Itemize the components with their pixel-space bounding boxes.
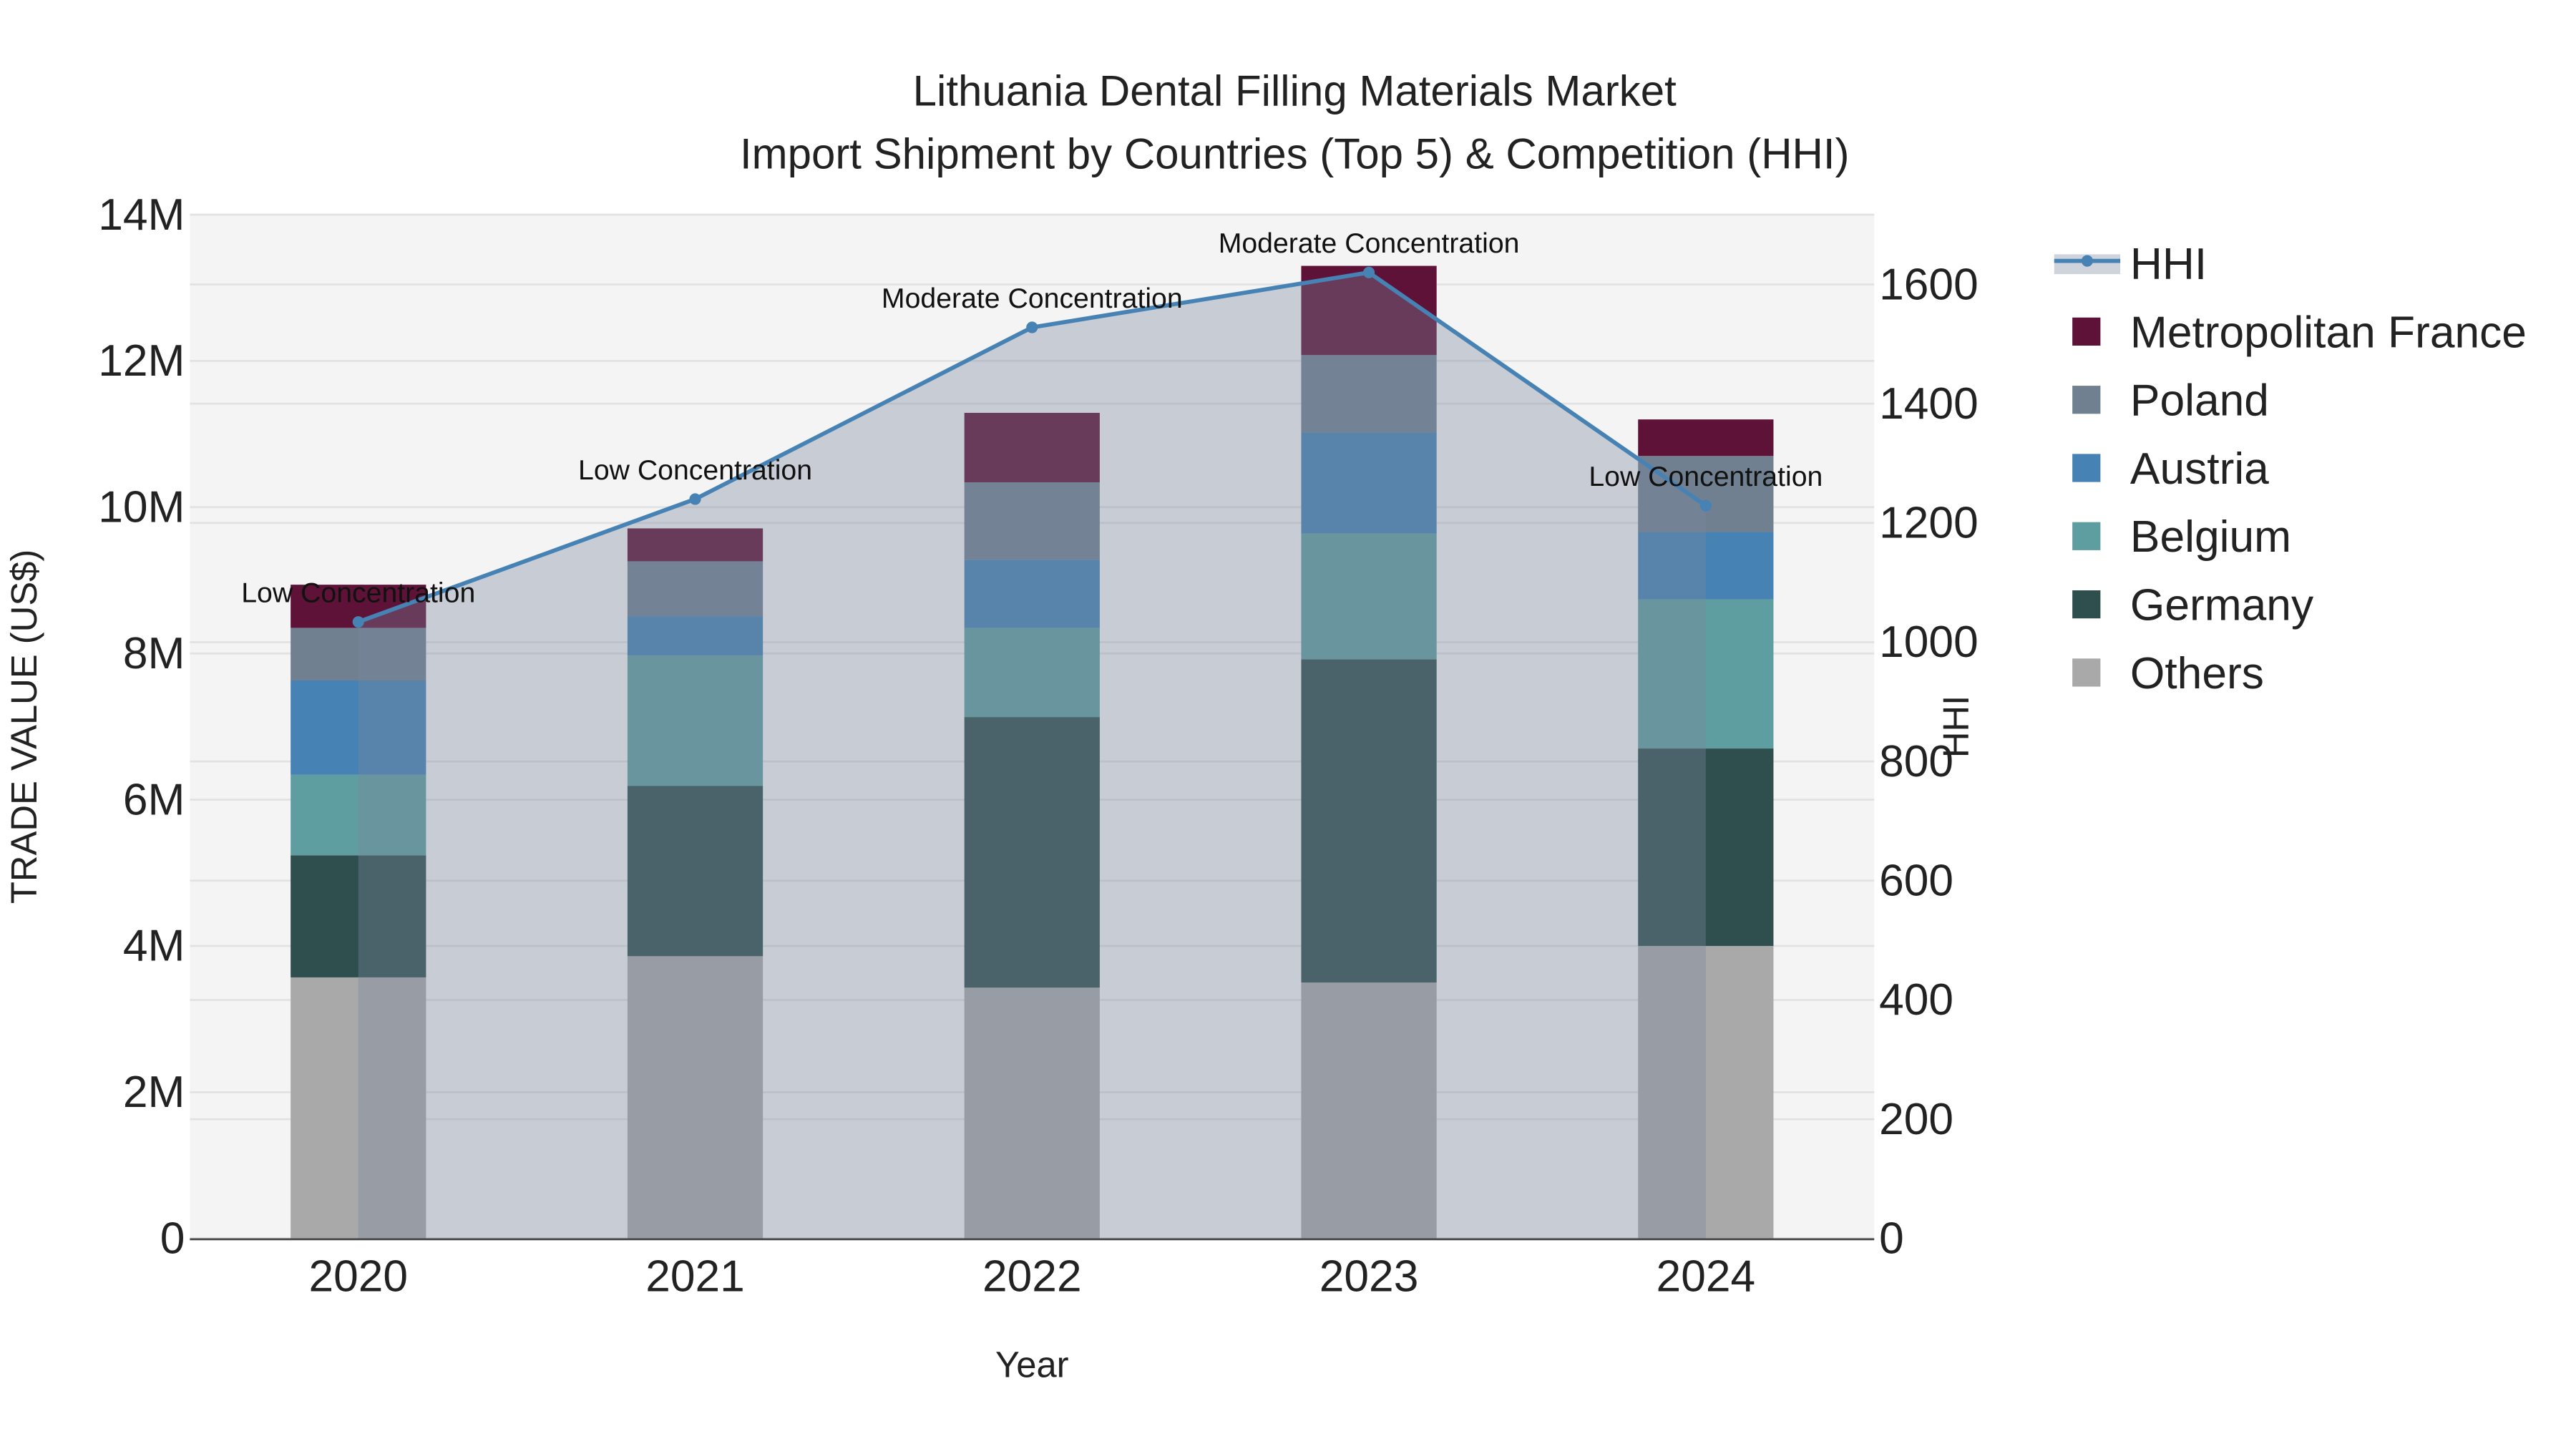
hhi-annotation: Low Concentration xyxy=(1589,461,1823,492)
bar-austria-2023 xyxy=(1301,432,1437,534)
bar-poland-2024 xyxy=(1638,456,1774,532)
bar-metropolitan-france-2022 xyxy=(964,412,1100,483)
y2-axis-label: HHI xyxy=(1936,696,1976,758)
bar-austria-2024 xyxy=(1638,532,1774,600)
bar-others-2024 xyxy=(1638,945,1774,1239)
y-tick-label: 4M xyxy=(123,922,185,971)
hhi-point-2023 xyxy=(1363,266,1375,278)
legend-swatch xyxy=(2072,454,2101,482)
legend-label: HHI xyxy=(2130,240,2207,289)
legend-swatch xyxy=(2072,590,2101,619)
legend-swatch xyxy=(2072,522,2101,550)
y2-tick-label: 1400 xyxy=(1879,379,1979,429)
y2-tick-label: 0 xyxy=(1879,1214,1904,1264)
y2-tick-label: 600 xyxy=(1879,857,1953,906)
legend-item-metropolitan-france[interactable]: Metropolitan France xyxy=(2072,308,2527,357)
bar-belgium-2021 xyxy=(627,655,763,786)
legend-swatch xyxy=(2072,658,2101,687)
legend-item-others[interactable]: Others xyxy=(2072,649,2264,698)
y-tick-label: 8M xyxy=(123,629,185,678)
y2-tick-label: 1600 xyxy=(1879,260,1979,309)
bar-others-2021 xyxy=(627,956,763,1239)
bar-belgium-2023 xyxy=(1301,533,1437,660)
x-tick-label: 2020 xyxy=(308,1252,408,1302)
hhi-point-2020 xyxy=(352,616,364,628)
bar-poland-2021 xyxy=(627,561,763,617)
hhi-annotation: Low Concentration xyxy=(578,454,812,486)
y-tick-label: 14M xyxy=(98,190,185,240)
bar-germany-2020 xyxy=(291,855,426,977)
legend-label: Germany xyxy=(2130,581,2314,630)
bar-others-2020 xyxy=(291,977,426,1239)
bar-austria-2020 xyxy=(291,680,426,775)
hhi-line: Low Concentration Low Concentration Modera… xyxy=(241,228,1823,628)
bar-austria-2022 xyxy=(964,560,1100,628)
chart-subtitle: Import Shipment by Countries (Top 5) & C… xyxy=(740,130,1850,177)
legend-label: Austria xyxy=(2130,444,2269,494)
bar-metropolitan-france-2021 xyxy=(627,528,763,562)
legend: HHI Metropolitan France Poland Austria Belgi… xyxy=(2054,240,2527,698)
bar-germany-2022 xyxy=(964,717,1100,988)
bar-poland-2023 xyxy=(1301,355,1437,433)
y2-tick-label: 1200 xyxy=(1879,499,1979,548)
y-axis-label: TRADE VALUE (US$) xyxy=(4,550,44,904)
axis-ticks: 0 2M 4M 6M 8M 10M 12M 14M 0 200 400 600 800 1000 1200 1… xyxy=(98,190,1978,1302)
bars xyxy=(291,265,1774,1239)
hhi-area xyxy=(358,272,1706,1239)
hhi-annotation: Moderate Concentration xyxy=(882,283,1183,314)
legend-label: Belgium xyxy=(2130,512,2291,562)
x-tick-label: 2022 xyxy=(982,1252,1082,1302)
bar-belgium-2024 xyxy=(1638,599,1774,749)
legend-swatch xyxy=(2072,317,2101,346)
bar-others-2023 xyxy=(1301,982,1437,1239)
x-tick-label: 2024 xyxy=(1657,1252,1756,1302)
y2-tick-label: 200 xyxy=(1879,1095,1953,1144)
y2-tick-label: 400 xyxy=(1879,975,1953,1025)
bar-poland-2020 xyxy=(291,628,426,680)
chart-title: Lithuania Dental Filling Materials Marke… xyxy=(913,67,1677,115)
y-tick-label: 12M xyxy=(98,336,185,386)
legend-swatch xyxy=(2072,386,2101,414)
bar-germany-2021 xyxy=(627,786,763,957)
bar-germany-2024 xyxy=(1638,748,1774,946)
hhi-point-2021 xyxy=(689,493,701,505)
bar-belgium-2020 xyxy=(291,774,426,856)
legend-item-poland[interactable]: Poland xyxy=(2072,376,2269,426)
legend-item-austria[interactable]: Austria xyxy=(2072,444,2269,494)
x-tick-label: 2021 xyxy=(645,1252,745,1302)
hhi-area-fill xyxy=(358,272,1706,1239)
hhi-annotation: Moderate Concentration xyxy=(1219,228,1520,259)
bar-belgium-2022 xyxy=(964,628,1100,718)
y-tick-label: 10M xyxy=(98,483,185,532)
y-tick-label: 6M xyxy=(123,775,185,824)
y-tick-label: 0 xyxy=(160,1214,185,1264)
legend-item-hhi[interactable]: HHI xyxy=(2054,240,2207,289)
y2-tick-label: 1000 xyxy=(1879,618,1979,667)
x-axis-label: Year xyxy=(995,1345,1069,1385)
legend-label: Others xyxy=(2130,649,2264,698)
hhi-point-2022 xyxy=(1026,321,1038,333)
x-tick-label: 2023 xyxy=(1319,1252,1419,1302)
bar-others-2022 xyxy=(964,987,1100,1239)
legend-item-germany[interactable]: Germany xyxy=(2072,581,2314,630)
hhi-annotation: Low Concentration xyxy=(241,577,475,608)
legend-item-belgium[interactable]: Belgium xyxy=(2072,512,2291,562)
bar-austria-2021 xyxy=(627,616,763,656)
y-tick-label: 2M xyxy=(123,1068,185,1117)
bar-germany-2023 xyxy=(1301,659,1437,983)
legend-label: Metropolitan France xyxy=(2130,308,2527,357)
bar-poland-2022 xyxy=(964,482,1100,560)
legend-swatch-marker xyxy=(2081,255,2093,267)
hhi-point-2024 xyxy=(1699,499,1712,512)
bar-metropolitan-france-2024 xyxy=(1638,419,1774,457)
legend-label: Poland xyxy=(2130,376,2269,426)
y2-tick-label: 800 xyxy=(1879,737,1953,786)
